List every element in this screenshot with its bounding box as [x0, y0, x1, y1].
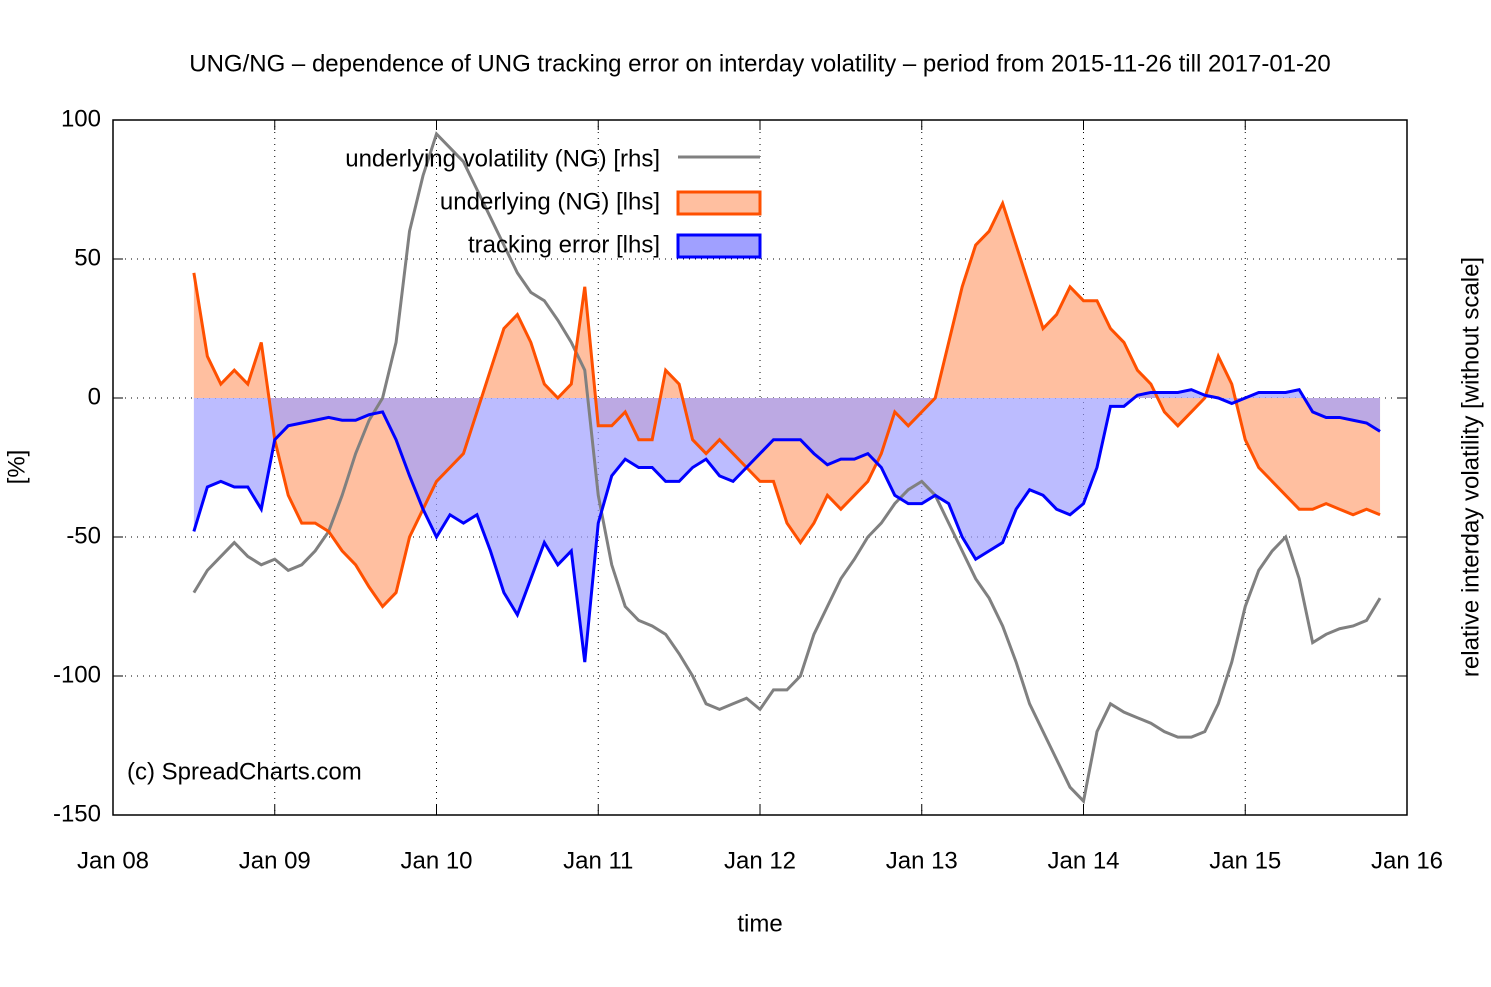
legend-label: underlying volatility (NG) [rhs]: [345, 145, 660, 172]
y-tick-label: 100: [61, 105, 101, 132]
legend-label: tracking error [lhs]: [468, 231, 660, 258]
x-tick-label: Jan 13: [886, 847, 958, 874]
annotation: (c) SpreadCharts.com: [127, 758, 362, 785]
y-tick-label: 0: [88, 383, 101, 410]
y-tick-label: -50: [66, 522, 101, 549]
y-tick-label: 50: [74, 244, 101, 271]
x-tick-label: Jan 15: [1209, 847, 1281, 874]
plot-frame: [112, 119, 1408, 816]
legend-swatch: [676, 233, 762, 259]
x-tick-label: Jan 16: [1371, 847, 1443, 874]
x-axis-label: time: [737, 910, 782, 937]
y-tick-label: -100: [53, 661, 101, 688]
y-tick-label: -150: [53, 800, 101, 827]
y-axis-label: [%]: [3, 450, 30, 485]
x-tick-label: Jan 09: [239, 847, 311, 874]
series-line: [192, 199, 1381, 609]
x-tick-label: Jan 10: [400, 847, 472, 874]
x-tick-label: Jan 12: [724, 847, 796, 874]
legend-swatch: [676, 190, 762, 216]
y2-axis-label: relative interday volatility [without sc…: [1457, 257, 1484, 677]
series-line: [192, 131, 1382, 805]
legend-label: underlying (NG) [lhs]: [440, 188, 660, 215]
series-line: [192, 387, 1381, 663]
area-fill: [193, 389, 1381, 663]
chart-title: UNG/NG – dependence of UNG tracking erro…: [189, 50, 1330, 77]
x-tick-label: Jan 11: [563, 847, 633, 874]
x-tick-label: Jan 14: [1047, 847, 1119, 874]
x-tick-label: Jan 08: [77, 847, 149, 874]
